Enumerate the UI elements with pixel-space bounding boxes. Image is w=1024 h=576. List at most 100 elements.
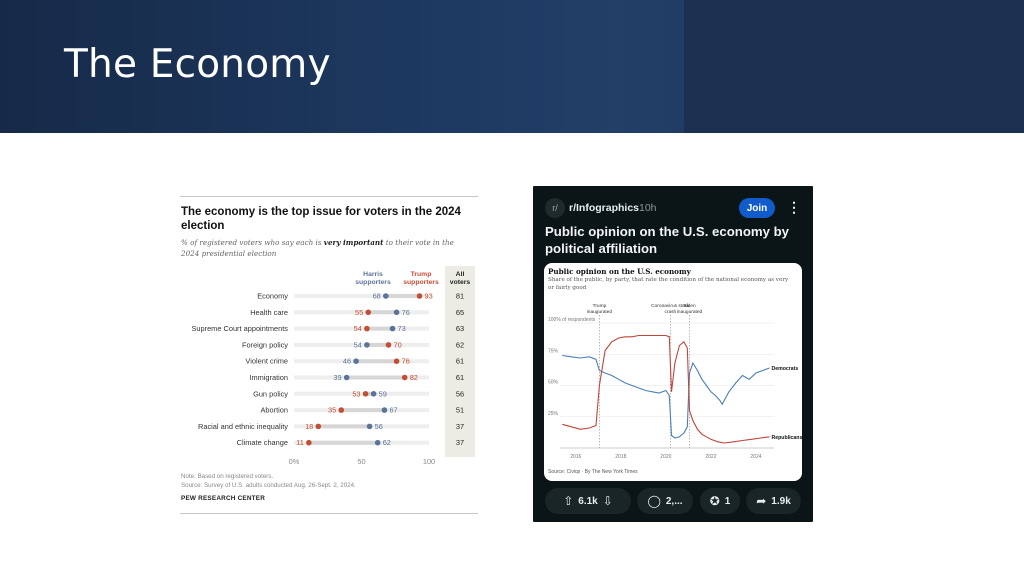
trump-value-label: 54	[354, 324, 362, 333]
all-voters-header: All voters	[449, 271, 471, 286]
trump-dot	[385, 342, 392, 348]
y-tick-label: 75%	[548, 348, 559, 354]
all-voters-value: 56	[456, 389, 464, 398]
category-label: Supreme Court appointments	[191, 324, 288, 333]
harris-value-label: 62	[383, 438, 391, 447]
post-title[interactable]: Public opinion on the U.S. economy by po…	[545, 224, 789, 256]
reddit-post-card[interactable]: r/ r/Infographics 10h Join ⋮ Public opin…	[533, 186, 813, 522]
slide-title: The Economy	[64, 42, 331, 87]
pew-chart-title: The economy is the top issue for voters …	[181, 206, 461, 232]
trump-dot	[364, 325, 370, 332]
category-label: Gun policy	[253, 389, 288, 398]
trump-value-label: 82	[410, 373, 418, 382]
trump-value-label: 18	[305, 422, 313, 431]
award-count: 1	[724, 495, 731, 507]
header-shade	[684, 0, 1024, 133]
x-tick-label: 2022	[705, 454, 716, 460]
comments-button[interactable]: ◯ 2,...	[637, 488, 693, 514]
harris-dot	[343, 374, 350, 381]
trump-dot	[315, 423, 322, 430]
nyt-line-chart: 25% 50% 75% 100% of respondents 2016 2018 2020…	[548, 303, 802, 460]
comment-icon: ◯	[647, 494, 661, 508]
nyt-source: Source: Civiqs · By The New York Times	[548, 469, 638, 475]
downvote-icon[interactable]: ⇩	[602, 494, 613, 508]
all-voters-value: 62	[456, 340, 464, 349]
share-button[interactable]: ➦ 1.9k	[746, 488, 801, 514]
subreddit-name[interactable]: r/Infographics	[569, 202, 640, 214]
award-icon: ✪	[709, 494, 720, 508]
y-tick-label: 100% of respondents	[548, 317, 596, 323]
all-voters-value: 51	[456, 406, 464, 415]
all-voters-value: 61	[456, 357, 464, 366]
category-label: Abortion	[260, 406, 288, 415]
event-label: crash	[665, 309, 677, 315]
pew-bottom-rule	[180, 513, 478, 514]
harris-dot	[381, 407, 388, 413]
harris-dot	[370, 391, 377, 397]
harris-value-label: 68	[373, 292, 381, 301]
x-tick-label: 100	[423, 457, 435, 466]
harris-value-label: 73	[398, 324, 406, 333]
x-tick-label: 2018	[615, 454, 626, 460]
harris-value-label: 56	[375, 422, 383, 431]
pew-brand: PEW RESEARCH CENTER	[181, 495, 266, 502]
series-label: Republicans	[771, 435, 802, 441]
event-label: Trump	[593, 303, 607, 309]
all-voters-column	[445, 266, 475, 457]
harris-value-label: 46	[343, 357, 351, 366]
category-label: Immigration	[249, 373, 288, 382]
more-options-icon[interactable]: ⋮	[787, 199, 801, 215]
x-tick-label: 0%	[289, 457, 300, 466]
category-label: Economy	[257, 292, 288, 301]
y-tick-label: 50%	[548, 380, 559, 386]
harris-dot	[366, 423, 373, 430]
trump-dot	[401, 374, 408, 381]
post-time: 10h	[639, 202, 657, 214]
trump-dot	[306, 439, 312, 446]
event-label: Biden	[683, 303, 696, 309]
nyt-chart-subtitle: Share of the public, by party, that rate…	[548, 277, 789, 291]
x-tick-label: 2020	[660, 454, 671, 460]
category-label: Climate change	[237, 438, 288, 447]
category-label: Health care	[250, 308, 288, 317]
trump-value-label: 70	[394, 340, 402, 349]
trump-value-label: 53	[352, 389, 360, 398]
all-voters-value: 63	[456, 324, 464, 333]
header-banner: The Economy	[0, 0, 1024, 133]
award-button[interactable]: ✪ 1	[700, 488, 740, 514]
series-line	[562, 354, 770, 439]
trump-value-label: 93	[425, 292, 433, 301]
post-image[interactable]: Public opinion on the U.S. economy Share…	[544, 263, 802, 481]
all-voters-value: 61	[456, 373, 464, 382]
join-button[interactable]: Join	[739, 198, 775, 218]
category-label: Foreign policy	[242, 340, 288, 349]
pew-chart: The economy is the top issue for voters …	[180, 196, 478, 516]
all-voters-value: 81	[456, 292, 464, 301]
harris-dot	[393, 309, 400, 316]
harris-value-label: 39	[333, 373, 341, 382]
all-voters-value: 37	[456, 438, 464, 447]
harris-dot	[389, 325, 396, 332]
pew-chart-subtitle: % of registered voters who say each is v…	[181, 238, 454, 258]
harris-dot	[353, 358, 359, 364]
share-icon: ➦	[756, 494, 767, 508]
upvote-icon[interactable]: ⇧	[563, 494, 574, 508]
harris-column-header: Harris supporters	[355, 271, 391, 286]
event-label: inaugurated	[677, 309, 703, 315]
trump-dot	[393, 358, 400, 364]
trump-column-header: Trump supporters	[403, 271, 439, 286]
x-tick-label: 50	[357, 457, 365, 466]
pew-note: Note: Based on registered voters. Source:…	[181, 473, 356, 489]
trump-value-label: 55	[355, 308, 363, 317]
subreddit-avatar-icon[interactable]: r/	[545, 198, 565, 218]
event-label: inaugurated	[587, 309, 613, 315]
post-actions: ⇧ 6.1k ⇩ ◯ 2,... ✪ 1 ➦ 1.9k	[545, 488, 801, 514]
trump-value-label: 11	[296, 438, 304, 447]
comment-count: 2,...	[665, 495, 683, 507]
event-label: Coronavirus stock	[651, 303, 690, 309]
upvote-count: 6.1k	[578, 495, 598, 507]
trump-dot	[362, 391, 369, 397]
pew-dot-plot: Economy 68 93 81 Health care 76 55 65 Supreme Co…	[191, 292, 464, 467]
x-tick-label: 2016	[570, 454, 581, 460]
trump-dot	[365, 309, 372, 316]
